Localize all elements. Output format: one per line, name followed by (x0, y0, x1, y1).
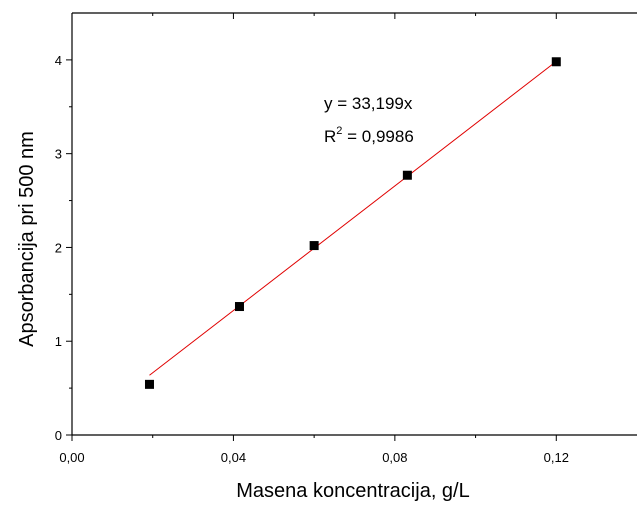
x-tick-label: 0,00 (59, 450, 84, 465)
x-tick-label: 0,04 (221, 450, 246, 465)
data-point (309, 241, 319, 251)
r-squared-value: = 0,9986 (342, 127, 413, 146)
plot-frame (71, 12, 637, 436)
y-tick-label: 2 (55, 240, 62, 255)
data-points-layer (144, 57, 561, 389)
y-tick-label: 3 (55, 147, 62, 162)
y-tick-label: 1 (55, 334, 62, 349)
linear-fit-line (149, 61, 557, 376)
x-axis-title: Masena koncentracija, g/L (236, 480, 469, 502)
fit-line-layer (149, 61, 557, 376)
fit-equation-label: y = 33,199x (324, 94, 413, 113)
data-point (144, 379, 154, 389)
data-point (234, 302, 244, 312)
x-tick-label: 0,08 (382, 450, 407, 465)
y-tick-label: 0 (55, 428, 62, 443)
r-squared-exponent: 2 (336, 125, 342, 137)
y-axis-title: Apsorbancija pri 500 nm (16, 131, 38, 347)
data-point (551, 57, 561, 67)
y-tick-label: 4 (55, 53, 62, 68)
x-tick-label: 0,12 (544, 450, 569, 465)
r-squared-prefix: R (324, 127, 336, 146)
x-axis-ticks: 0,00 0,04 0,08 0,12 (59, 13, 569, 465)
data-point (402, 170, 412, 180)
r-squared-label: R2 = 0,9986 (324, 125, 414, 146)
y-axis-ticks: 0 1 2 3 4 (55, 53, 72, 443)
